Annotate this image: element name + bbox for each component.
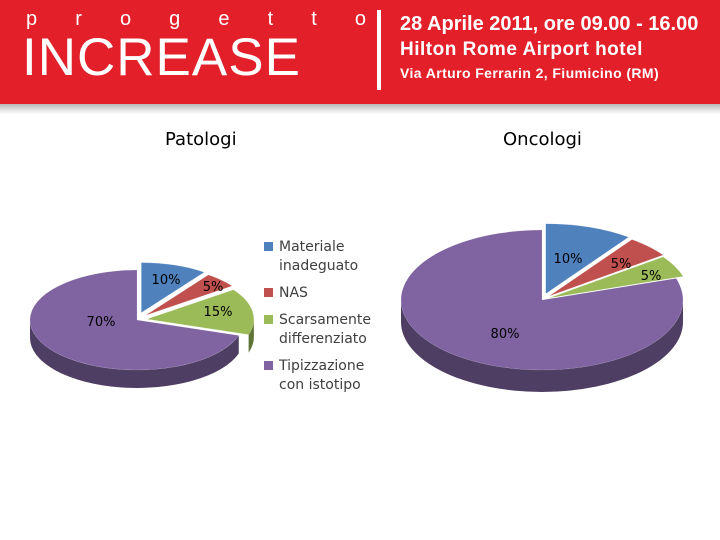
legend-label: Scarsamente differenziato	[279, 312, 372, 347]
legend-swatch	[264, 361, 273, 370]
pie-slice	[141, 262, 205, 314]
header-banner: p r o g e t t o INCREASE 28 Aprile 2011,…	[0, 0, 720, 104]
brand-subtitle: p r o g e t t o	[26, 8, 366, 31]
pie-data-label: 80%	[491, 327, 520, 342]
legend-swatch	[264, 315, 273, 324]
legend-item: NAS	[264, 284, 394, 303]
pie-data-label: 5%	[611, 257, 632, 272]
legend-item: Materiale inadeguato	[264, 238, 394, 276]
event-address: Via Arturo Ferrarin 2, Fiumicino (RM)	[400, 65, 660, 81]
header-divider	[377, 10, 381, 90]
pie-slice-side	[401, 300, 683, 392]
brand-letter: p	[26, 8, 38, 30]
legend-item: Scarsamente differenziato	[264, 311, 394, 349]
chart-title-patologi: Patologi	[165, 129, 237, 150]
chart-legend: Materiale inadeguato NAS Scarsamente dif…	[264, 238, 394, 403]
event-date: 28 Aprile 2011, ore 09.00 - 16.00	[400, 13, 699, 35]
brand-letter: e	[218, 8, 230, 30]
legend-label: Tipizzazione con istotipo	[279, 358, 365, 393]
pie-slice	[29, 269, 240, 371]
brand-letter: o	[354, 8, 366, 30]
legend-swatch	[264, 242, 273, 251]
pie-oncologi: 10% 5% 5% 80%	[400, 223, 684, 392]
pie-slice	[145, 274, 233, 316]
banner-shadow	[0, 104, 720, 114]
brand-letter: r	[75, 8, 82, 30]
pie-slice-side	[248, 319, 254, 353]
legend-item: Tipizzazione con istotipo	[264, 357, 394, 395]
pie-slice	[549, 256, 684, 299]
pie-slice	[548, 239, 664, 297]
pie-slice	[400, 229, 684, 371]
pie-slice	[146, 289, 255, 335]
chart-title-oncologi: Oncologi	[503, 129, 582, 150]
brand-letter: t	[267, 8, 274, 30]
legend-swatch	[264, 288, 273, 297]
pie-data-label: 10%	[554, 252, 583, 267]
pie-data-label: 5%	[203, 280, 224, 295]
pie-data-label: 10%	[152, 273, 181, 288]
brand-letter: o	[119, 8, 132, 30]
legend-label: NAS	[279, 285, 308, 301]
pie-data-label: 70%	[87, 315, 116, 330]
brand-name: INCREASE	[22, 28, 301, 87]
pie-patologi: 10% 5% 15% 70%	[29, 262, 255, 388]
legend-label: Materiale inadeguato	[279, 239, 359, 274]
brand-letter: g	[169, 8, 181, 30]
brand-letter: t	[311, 8, 317, 30]
pie-data-label: 5%	[641, 269, 662, 284]
event-venue: Hilton Rome Airport hotel	[400, 39, 643, 60]
pie-slice-side	[30, 320, 239, 388]
pie-data-label: 15%	[204, 305, 233, 320]
pie-slice	[545, 223, 630, 295]
